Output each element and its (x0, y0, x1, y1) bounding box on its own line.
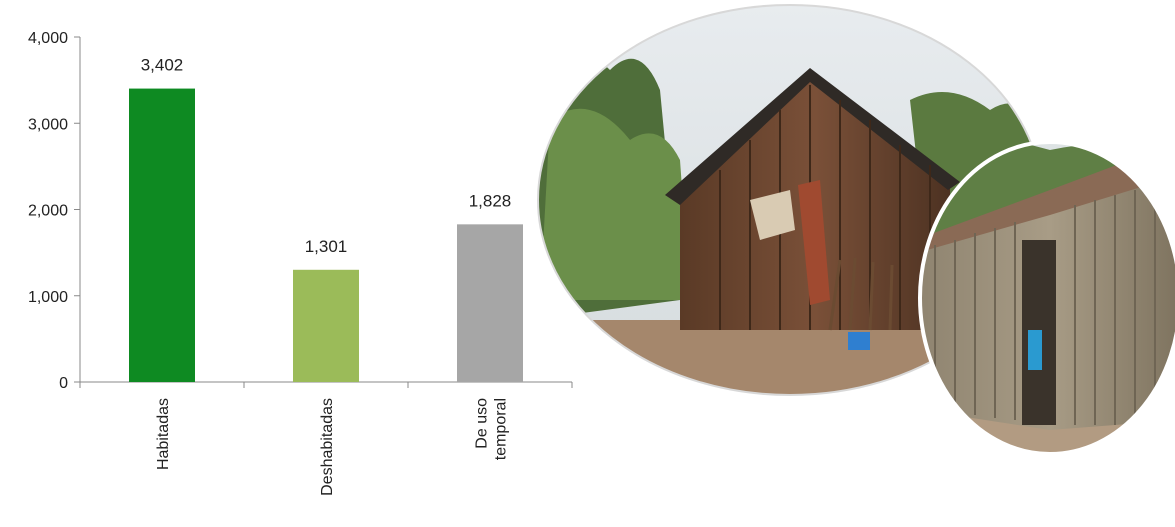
category-label: temporal (493, 398, 510, 460)
y-tick-label: 0 (59, 375, 68, 392)
y-tick-label: 2,000 (28, 203, 68, 220)
category-label: Habitadas (155, 398, 172, 470)
bar-chart: 0 1,000 2,000 3,000 4,000 3,402 1,301 1,828 Ha… (28, 30, 573, 496)
bars (129, 88, 523, 382)
category-labels: Habitadas Deshabitadas De uso temporal (155, 398, 510, 496)
data-label: 1,828 (469, 191, 512, 210)
y-tick-label: 1,000 (28, 289, 68, 306)
bar-habitadas (129, 88, 195, 382)
bar-de-uso-temporal (457, 224, 523, 382)
x-ticks (79, 382, 573, 388)
data-label: 3,402 (141, 56, 184, 75)
y-tick-label: 4,000 (28, 30, 68, 47)
bar-deshabitadas (293, 269, 359, 382)
data-labels: 3,402 1,301 1,828 (141, 56, 512, 256)
category-label: De uso (474, 398, 491, 449)
y-ticks: 0 1,000 2,000 3,000 4,000 (28, 30, 80, 392)
y-tick-label: 3,000 (28, 116, 68, 133)
category-label: Deshabitadas (319, 398, 336, 496)
data-label: 1,301 (305, 237, 348, 256)
house-photos (537, 4, 1175, 456)
